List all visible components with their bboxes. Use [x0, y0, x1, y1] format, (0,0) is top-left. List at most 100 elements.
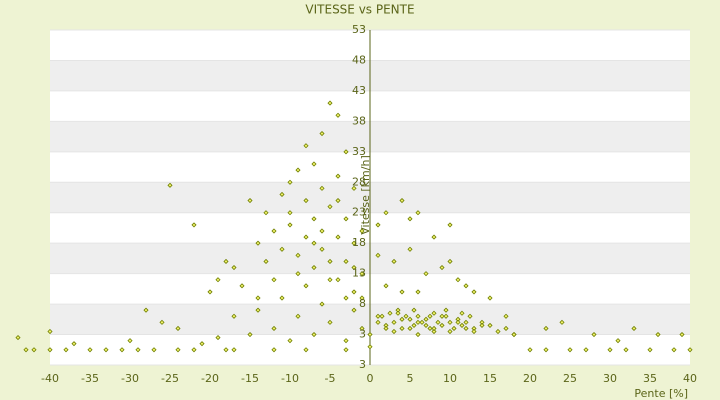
point	[351, 264, 357, 271]
point	[487, 295, 493, 301]
x-tick-label: -30	[121, 372, 139, 385]
point	[343, 295, 349, 301]
point	[415, 319, 421, 325]
point	[63, 347, 69, 353]
y-tick-label: 33	[352, 145, 366, 158]
point	[287, 179, 293, 185]
y-tick-label: 28	[352, 175, 366, 188]
point	[263, 258, 269, 265]
point	[399, 289, 405, 295]
point	[367, 331, 373, 338]
point	[403, 313, 409, 319]
point	[191, 222, 197, 228]
point	[143, 307, 149, 313]
y-tick-label: 13	[352, 267, 366, 280]
point	[351, 240, 357, 246]
x-tick-label: 40	[683, 372, 697, 385]
point	[407, 246, 413, 252]
point	[463, 325, 469, 332]
point	[103, 347, 109, 353]
point	[447, 222, 453, 228]
point	[247, 331, 253, 338]
point	[287, 222, 293, 228]
point	[295, 167, 301, 173]
point	[375, 252, 381, 258]
point	[319, 246, 325, 252]
y-tick-label: 23	[352, 206, 366, 219]
point	[447, 319, 453, 325]
point	[271, 325, 277, 332]
point	[411, 322, 417, 328]
y-tick-label: 8	[359, 297, 366, 310]
y-tick-label: 18	[352, 236, 366, 249]
point	[375, 313, 381, 319]
point	[431, 325, 437, 332]
point	[383, 325, 389, 332]
point	[303, 143, 309, 149]
point	[359, 271, 365, 277]
point	[151, 347, 157, 353]
point	[279, 246, 285, 252]
point	[615, 338, 621, 344]
point	[47, 328, 53, 335]
point	[451, 325, 457, 332]
point	[255, 240, 261, 246]
point	[447, 328, 453, 335]
point	[431, 328, 437, 335]
point	[463, 283, 469, 289]
point	[311, 331, 317, 338]
point	[199, 341, 205, 347]
point	[327, 258, 333, 265]
point	[87, 347, 93, 353]
point	[319, 228, 325, 234]
point	[439, 264, 445, 271]
point	[359, 325, 365, 332]
point	[223, 258, 229, 265]
point	[311, 264, 317, 271]
y-tick-label: 3	[359, 358, 366, 371]
chart-title: VITESSE vs PENTE	[305, 3, 414, 17]
point	[223, 347, 229, 353]
point	[399, 325, 405, 332]
x-tick-label: 30	[603, 372, 617, 385]
point	[319, 301, 325, 307]
point	[311, 240, 317, 246]
point	[431, 234, 437, 240]
point	[303, 347, 309, 353]
point	[327, 319, 333, 325]
point	[383, 283, 389, 289]
point	[351, 185, 357, 191]
point	[287, 210, 293, 216]
point	[479, 322, 485, 328]
point	[383, 210, 389, 216]
point	[607, 347, 613, 353]
x-tick-label: 10	[443, 372, 457, 385]
point	[407, 216, 413, 222]
point	[271, 347, 277, 353]
point	[495, 328, 501, 335]
point	[399, 197, 405, 204]
point	[119, 347, 125, 353]
x-tick-label: -10	[281, 372, 299, 385]
point	[471, 328, 477, 335]
point	[207, 289, 213, 295]
x-tick-label: 0	[367, 372, 374, 385]
x-axis-label: Pente [%]	[634, 387, 688, 400]
point	[423, 271, 429, 277]
y-tick-label: 48	[352, 53, 366, 66]
x-tick-label: 25	[563, 372, 577, 385]
point	[415, 331, 421, 338]
point	[191, 347, 197, 353]
point	[671, 347, 677, 353]
point	[623, 347, 629, 353]
point	[247, 197, 253, 204]
point	[379, 313, 385, 319]
point	[375, 319, 381, 325]
x-tick-label: -25	[161, 372, 179, 385]
point	[559, 319, 565, 325]
point	[303, 197, 309, 204]
point	[511, 331, 517, 338]
x-tick-label: 20	[523, 372, 537, 385]
point	[295, 271, 301, 277]
